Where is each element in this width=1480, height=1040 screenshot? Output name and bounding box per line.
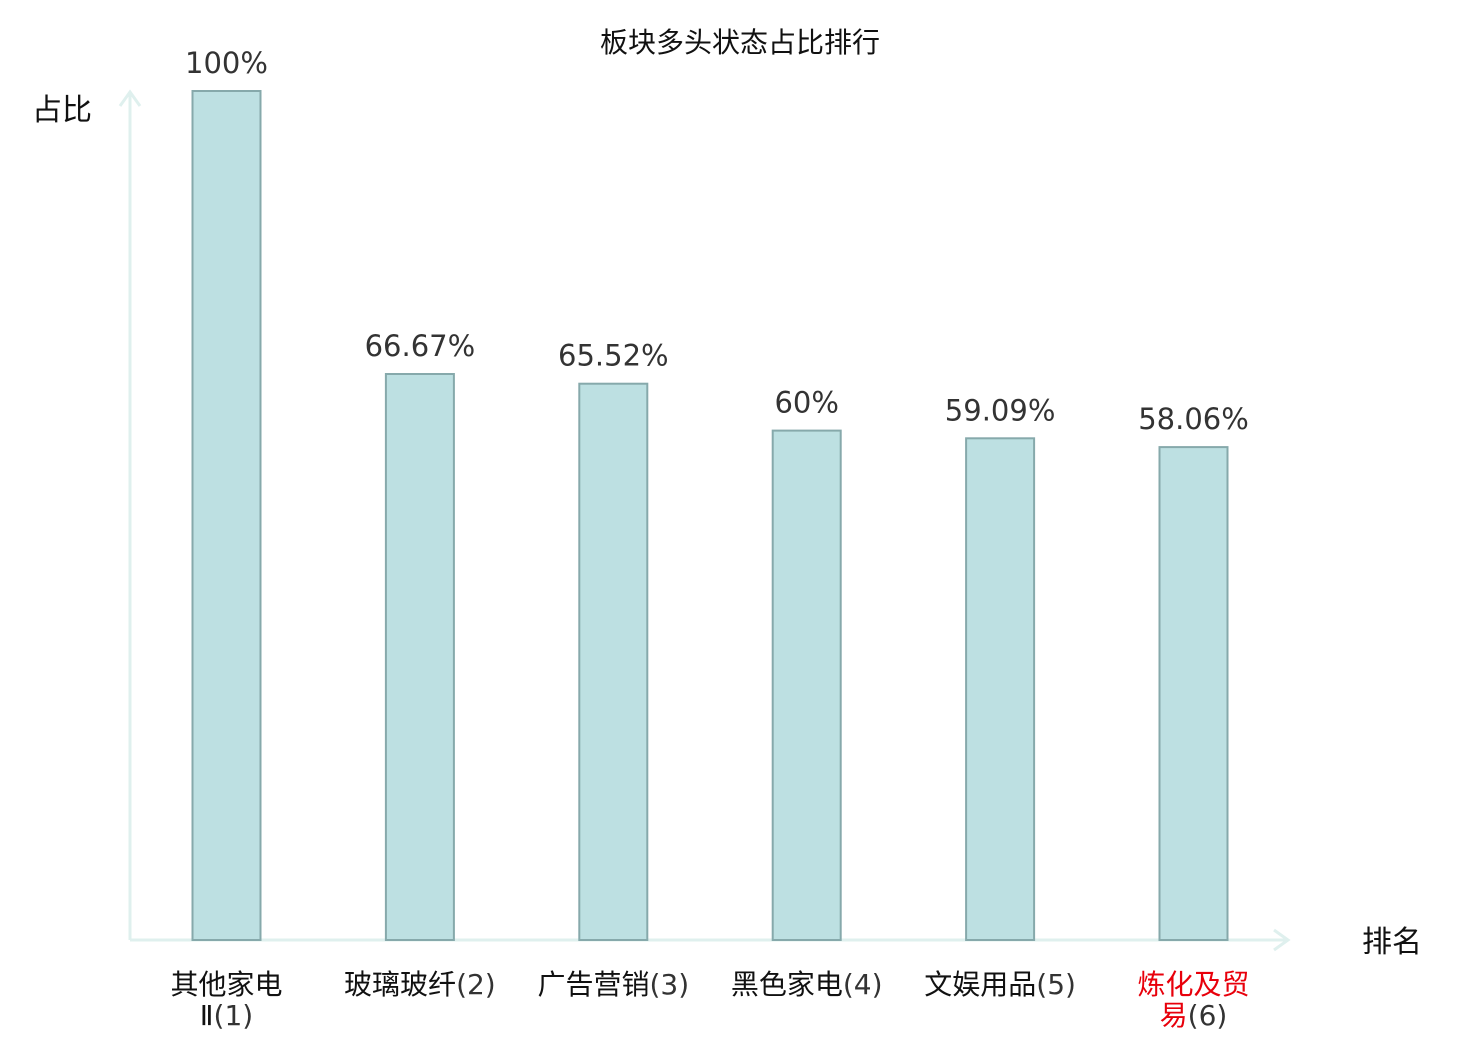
category-name-line: 文娱用品 xyxy=(924,968,1036,1001)
category-rank: (4) xyxy=(843,968,883,1001)
category-rank: (5) xyxy=(1036,968,1076,1001)
value-labels-group: 100% 66.67% 65.52% 60% 59.09% 58.06% xyxy=(185,46,1249,436)
bars-group xyxy=(191,90,1229,941)
category-rank: (3) xyxy=(649,968,689,1001)
category-label-3: 广告营销(3) xyxy=(537,968,689,1001)
x-axis-label: 排名 xyxy=(1362,925,1422,960)
value-label-5: 59.09% xyxy=(945,393,1056,427)
category-name-line: 炼化及贸 xyxy=(1137,968,1249,1001)
category-name-line: 玻璃玻纤 xyxy=(344,968,456,1001)
category-name-line: Ⅱ xyxy=(200,999,214,1032)
category-label-4: 黑色家电(4) xyxy=(731,968,883,1001)
category-name-line: 广告营销 xyxy=(537,968,649,1001)
category-label-5: 文娱用品(5) xyxy=(924,968,1076,1001)
category-label-1: 其他家电 Ⅱ(1) xyxy=(170,968,282,1032)
value-label-6: 58.06% xyxy=(1138,402,1249,436)
bar-5 xyxy=(965,437,1036,941)
category-name-line: 易 xyxy=(1160,999,1188,1032)
bar-4 xyxy=(771,429,842,941)
value-label-3: 65.52% xyxy=(558,339,669,373)
x-axis xyxy=(130,928,1291,952)
value-label-4: 60% xyxy=(774,386,838,420)
category-name-line: 黑色家电 xyxy=(731,968,843,1001)
value-label-1: 100% xyxy=(185,46,268,80)
chart-title: 板块多头状态占比排行 xyxy=(600,26,880,59)
y-axis-label: 占比 xyxy=(32,93,92,128)
bar-6 xyxy=(1158,446,1229,941)
category-label-2: 玻璃玻纤(2) xyxy=(344,968,496,1001)
category-rank: (2) xyxy=(456,968,496,1001)
bar-3 xyxy=(578,382,649,941)
category-rank: (6) xyxy=(1188,999,1228,1032)
bar-1 xyxy=(191,90,262,941)
category-rank: (1) xyxy=(214,999,254,1032)
y-axis xyxy=(118,89,142,940)
value-label-2: 66.67% xyxy=(365,329,476,363)
bar-2 xyxy=(384,373,455,941)
category-label-6: 炼化及贸易(6) xyxy=(1137,968,1249,1032)
category-name-line: 其他家电 xyxy=(170,968,282,1001)
category-labels-group: 其他家电 Ⅱ(1) 玻璃玻纤(2) 广告营销(3) 黑色家电(4) 文娱用品(5) 炼化及贸… xyxy=(170,968,1249,1032)
